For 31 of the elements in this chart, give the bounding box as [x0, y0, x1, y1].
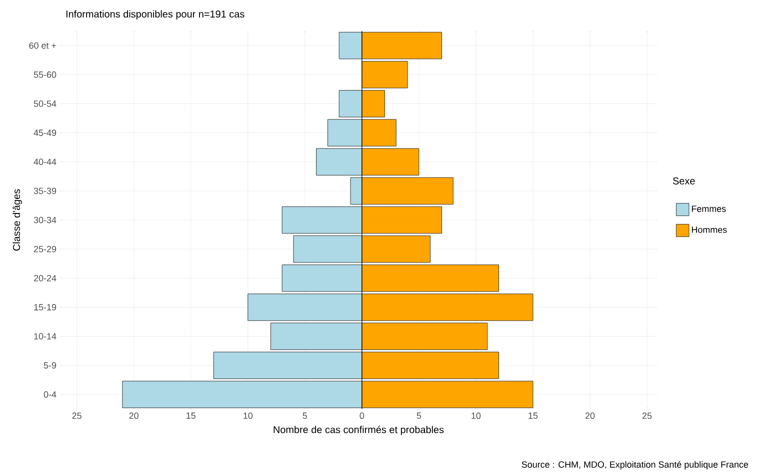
x-tick-label: 10: [244, 412, 253, 419]
x-tick-label: 20: [585, 412, 595, 419]
x-tick-label: 20: [129, 412, 138, 419]
y-tick-label: 20-24: [34, 274, 56, 282]
x-tick-label: 15: [528, 412, 538, 419]
y-tick-label: 60 et +: [29, 42, 56, 49]
x-tick-label: 25: [72, 412, 82, 419]
y-tick-label: 30-34: [34, 216, 56, 224]
x-tick-label: 5: [416, 412, 422, 419]
x-axis-title: Nombre de cas confirmés et probables: [274, 426, 444, 436]
y-tick-label: 50-54: [34, 100, 56, 107]
y-tick-label: 35-39: [34, 188, 56, 194]
x-tick-label: 0: [360, 412, 364, 419]
x-tick-label: 5: [302, 412, 308, 419]
source-note: Source : CHM, MDO, Exploitation Santé publique France: [522, 461, 748, 470]
y-tick-label: 55-60: [34, 71, 56, 78]
y-tick-label: 0-4: [44, 391, 56, 398]
y-tick-label: 25-29: [34, 246, 56, 252]
x-tick-label: 15: [186, 412, 196, 419]
y-tick-label: 5-9: [44, 362, 56, 369]
legend-title: Sexe: [672, 177, 695, 184]
y-tick-label: 40-44: [34, 158, 56, 166]
y-axis-title: Classe d'âges: [12, 189, 22, 251]
chart-title: Informations disponibles pour n=191 cas: [66, 10, 244, 20]
x-tick-label: 25: [642, 412, 652, 419]
x-tick-label: 10: [472, 412, 481, 419]
y-tick-label: 15-19: [34, 304, 56, 310]
y-tick-label: 10-14: [34, 333, 56, 340]
legend-label: Hommes: [692, 226, 727, 233]
y-tick-label: 45-49: [34, 130, 56, 136]
legend-label: Femmes: [692, 206, 726, 212]
